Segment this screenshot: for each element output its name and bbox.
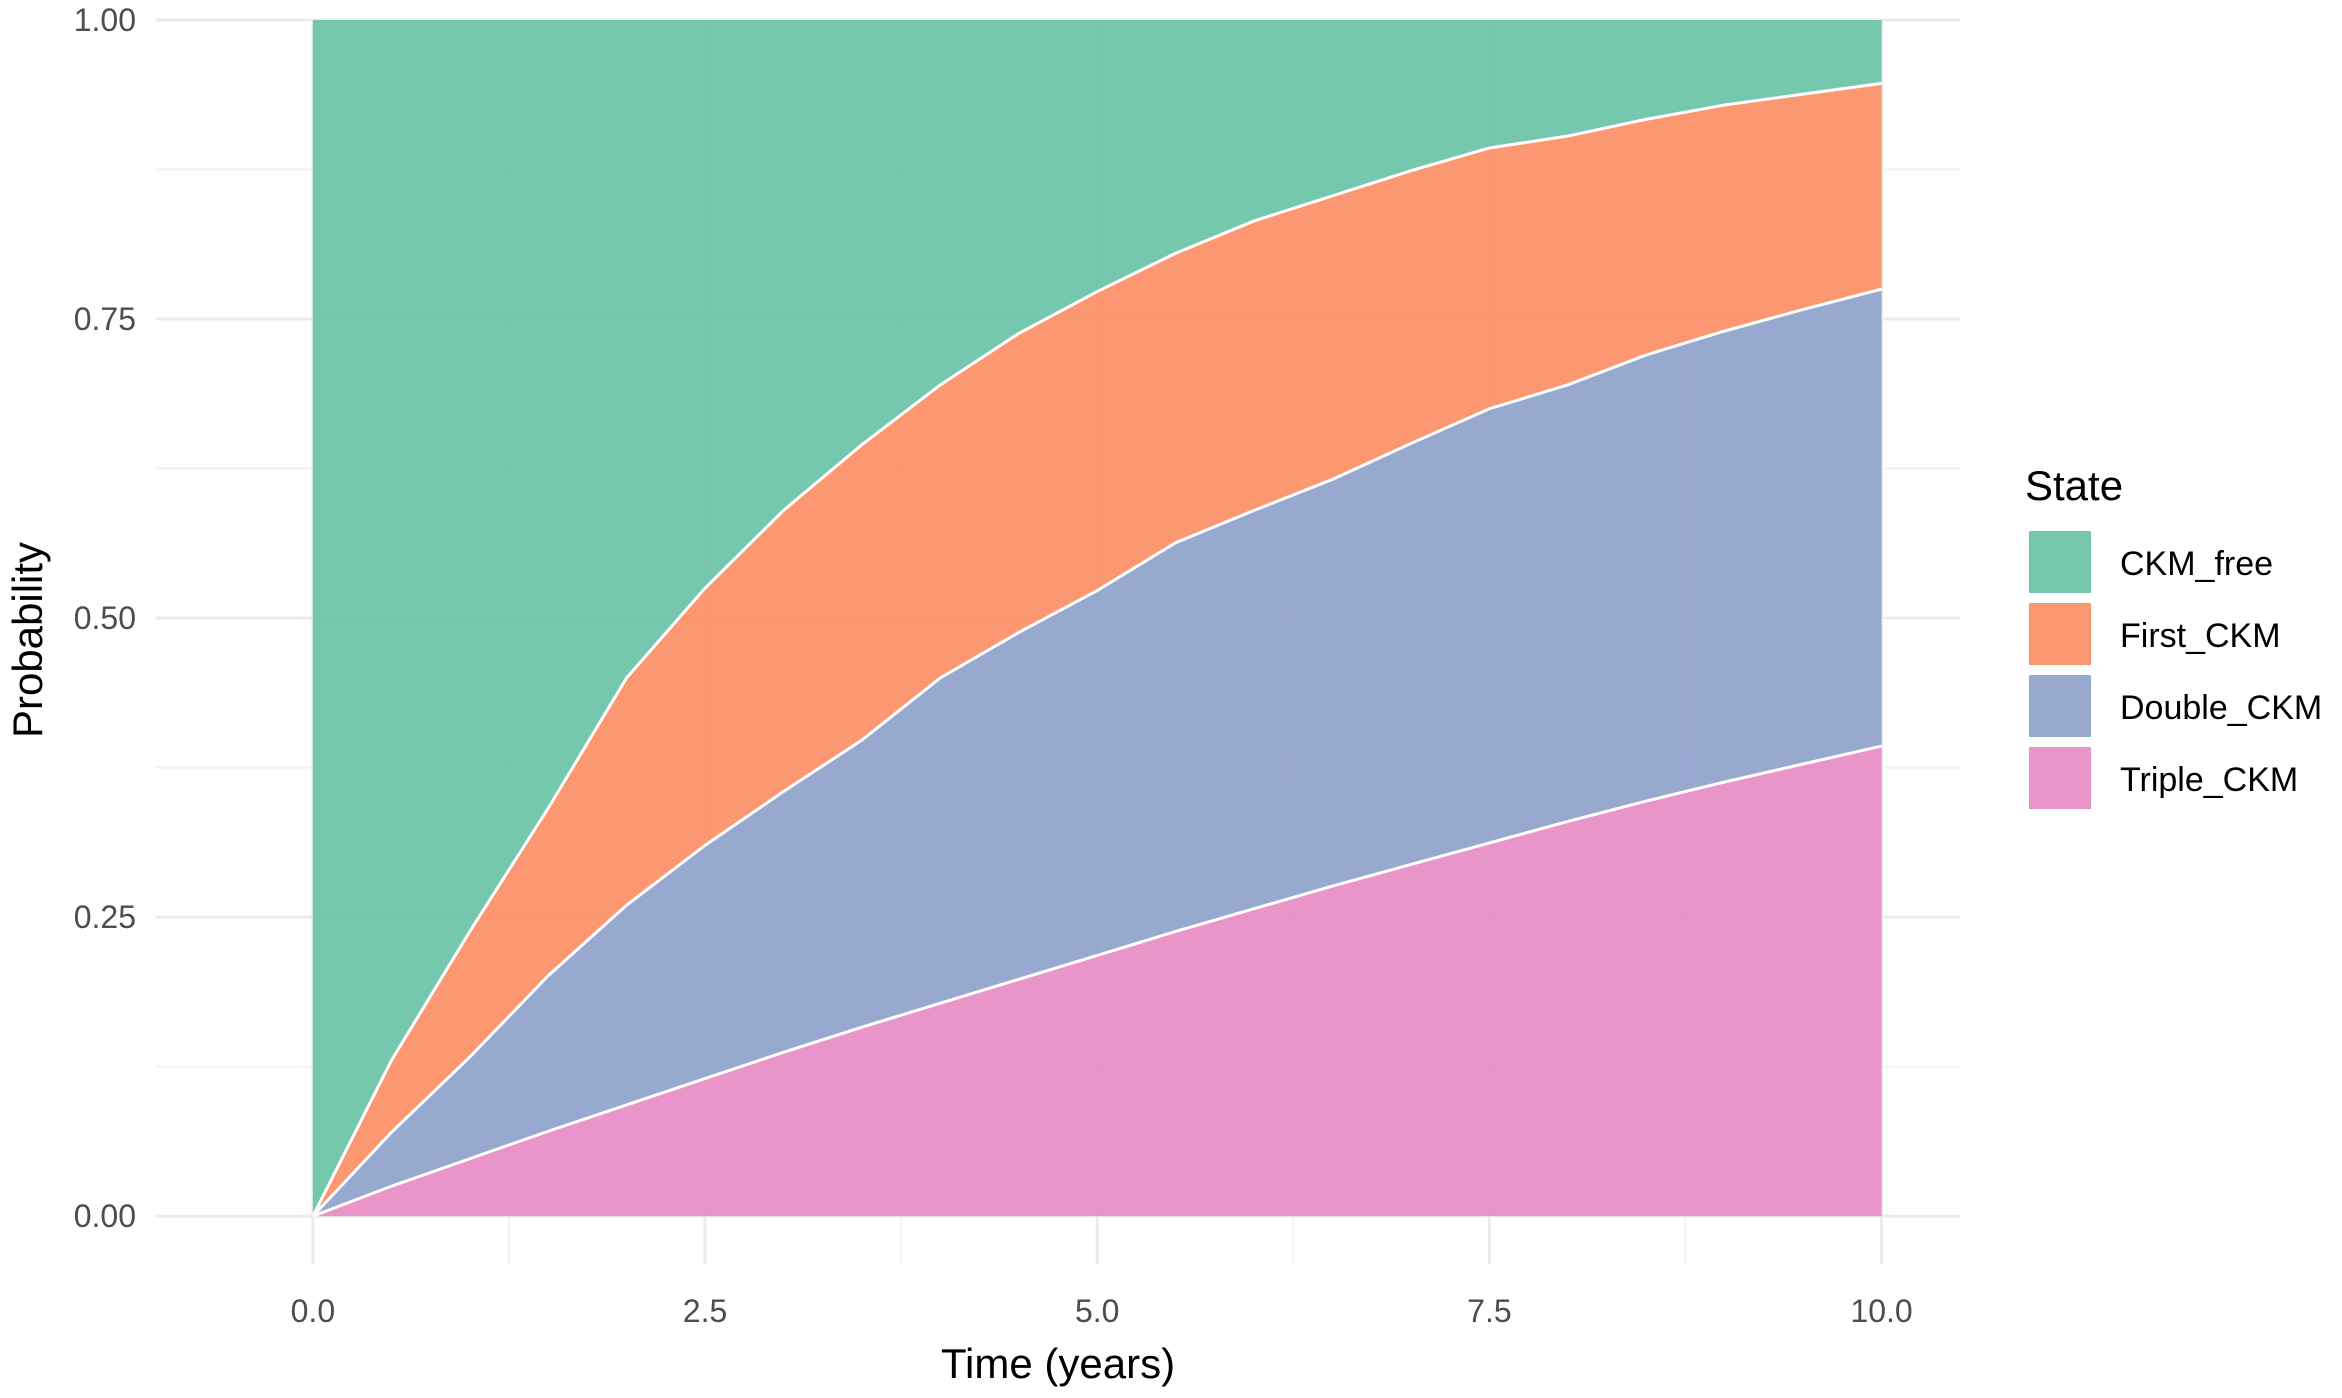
- x-tick-label: 5.0: [1075, 1293, 1119, 1329]
- y-tick-label: 0.00: [74, 1198, 136, 1234]
- legend-item-triple-ckm: Triple_CKM: [2029, 747, 2298, 809]
- legend-item-double-ckm: Double_CKM: [2029, 675, 2322, 737]
- legend-swatch-triple-ckm: [2029, 747, 2091, 809]
- x-tick-label: 2.5: [683, 1293, 727, 1329]
- legend-swatch-ckm-free: [2029, 531, 2091, 593]
- area-layer: [311, 20, 1882, 1218]
- area-triple-ckm: [312, 746, 1882, 1217]
- y-tick-label: 1.00: [74, 2, 136, 38]
- y-tick-label: 0.50: [74, 600, 136, 636]
- tick-layer: 0.0 2.5 5.0 7.5 10.0 0.00 0.25 0.50 0.75 1.00: [74, 2, 1913, 1329]
- x-tick-label: 10.0: [1850, 1293, 1912, 1329]
- x-axis-title: Time (years): [941, 1340, 1175, 1387]
- legend-item-ckm-free: CKM_free: [2029, 531, 2273, 593]
- boundary-line-triple-ckm: [312, 744, 1882, 1218]
- legend-swatch-double-ckm: [2029, 675, 2091, 737]
- legend-label-triple-ckm: Triple_CKM: [2120, 761, 2298, 799]
- legend: State CKM_free First_CKM Double_CKM Triple_…: [2025, 462, 2322, 809]
- legend-swatch-first-ckm: [2029, 603, 2091, 665]
- x-tick-label: 0.0: [291, 1293, 335, 1329]
- area-first-ckm: [312, 83, 1882, 1217]
- y-tick-label: 0.75: [74, 301, 136, 337]
- legend-item-first-ckm: First_CKM: [2029, 603, 2281, 665]
- y-tick-label: 0.25: [74, 899, 136, 935]
- legend-label-ckm-free: CKM_free: [2120, 545, 2273, 583]
- boundary-line-double-ckm: [311, 287, 1882, 1218]
- x-tick-label: 7.5: [1467, 1293, 1511, 1329]
- legend-label-double-ckm: Double_CKM: [2120, 689, 2322, 727]
- boundary-line-first-ckm: [311, 81, 1882, 1217]
- y-axis-title: Probability: [4, 542, 51, 738]
- area-double-ckm: [312, 289, 1882, 1217]
- legend-label-first-ckm: First_CKM: [2120, 617, 2281, 655]
- legend-title: State: [2025, 462, 2123, 509]
- area-ckm-free: [312, 20, 1882, 1217]
